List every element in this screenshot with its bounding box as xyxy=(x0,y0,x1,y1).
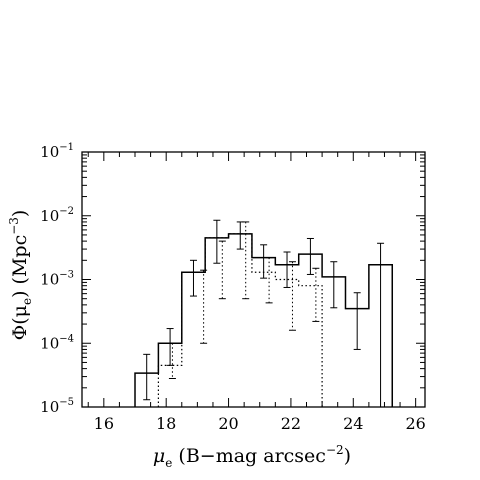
y-tick-label: 10−5 xyxy=(40,397,74,416)
x-tick-label: 26 xyxy=(405,414,425,433)
x-tick-label: 16 xyxy=(94,414,114,433)
plot-frame xyxy=(81,151,426,408)
x-tick-label: 24 xyxy=(343,414,363,433)
histogram-dotted xyxy=(157,233,323,407)
plot-area: 16 18 20 22 24 26 10−5 10−4 10−3 10−2 10−1 xyxy=(40,142,426,433)
x-tick-label: 22 xyxy=(281,414,301,433)
x-tick-label: 20 xyxy=(218,414,238,433)
x-tick-label: 18 xyxy=(156,414,176,433)
y-axis-label: Φ(μe) (Mpc−3) xyxy=(7,210,34,341)
y-tick-label: 10−1 xyxy=(40,142,74,161)
y-tick-label: 10−3 xyxy=(40,270,74,289)
x-axis-label: μe (B−mag arcsec−2) xyxy=(153,443,351,470)
y-tick-label: 10−4 xyxy=(40,333,74,352)
y-tick-label: 10−2 xyxy=(40,206,74,225)
